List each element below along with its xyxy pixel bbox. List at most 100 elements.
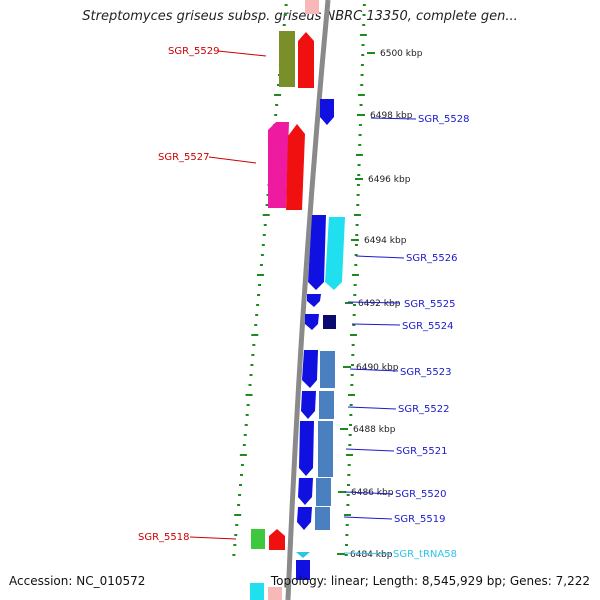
gene-label-sgr-5519[interactable]: SGR_5519 — [394, 514, 446, 525]
tick-mark — [347, 464, 351, 466]
gene-sgr-5524[interactable] — [305, 314, 336, 330]
gene-sgr-5520[interactable] — [298, 478, 331, 506]
gene-label-sgr-5524[interactable]: SGR_5524 — [402, 321, 454, 332]
tick-mark — [358, 144, 362, 146]
gene-label-sgr-5528[interactable]: SGR_5528 — [418, 114, 470, 125]
gene-fragment — [305, 0, 319, 14]
tick-mark — [346, 504, 350, 506]
tick-mark — [353, 294, 357, 296]
tick-mark — [360, 84, 364, 86]
scale-label: 6488 kbp — [353, 425, 396, 435]
tick-mark — [242, 444, 246, 446]
tick-mark — [351, 354, 355, 356]
tick-mark — [344, 554, 348, 556]
tick-mark — [361, 44, 365, 46]
gene-label-sgr-5527[interactable]: SGR_5527 — [158, 152, 210, 163]
tick-mark — [239, 484, 243, 486]
tick-mark — [355, 224, 359, 226]
scale-tick — [357, 114, 365, 116]
gene-leader-line — [217, 50, 267, 57]
tick-mark — [262, 234, 266, 236]
scale-label: 6498 kbp — [370, 111, 413, 121]
scale-label: 6494 kbp — [364, 236, 407, 246]
gene-label-sgr-5526[interactable]: SGR_5526 — [406, 253, 458, 264]
gene-label-sgr-5518[interactable]: SGR_5518 — [138, 532, 190, 543]
tick-mark — [348, 434, 352, 436]
gene-sgr-5527[interactable] — [268, 122, 305, 210]
tick-mark — [245, 394, 253, 396]
tick-mark — [352, 304, 356, 306]
tick-mark — [282, 24, 286, 26]
tick-mark — [249, 374, 253, 376]
tick-mark — [250, 364, 254, 366]
tick-mark — [355, 154, 363, 156]
map-title: Streptomyces griseus subsp. griseus NBRC… — [82, 9, 518, 24]
scale-label: 6496 kbp — [368, 175, 411, 185]
tick-mark — [274, 94, 282, 96]
scale-label: 6492 kbp — [358, 299, 401, 309]
tick-mark — [360, 74, 364, 76]
tick-mark — [360, 64, 364, 66]
scale-label: 6500 kbp — [380, 49, 423, 59]
tick-mark — [345, 544, 349, 546]
gene-sgr-5519[interactable] — [297, 507, 330, 530]
tick-mark — [262, 214, 270, 216]
gene-leader-line — [344, 491, 394, 495]
tick-mark — [260, 254, 264, 256]
scale-tick — [338, 491, 346, 493]
tick-mark — [240, 464, 244, 466]
tick-mark — [354, 244, 358, 246]
tick-mark — [239, 474, 243, 476]
gene-label-sgr-5523[interactable]: SGR_5523 — [400, 367, 452, 378]
tick-mark — [351, 344, 355, 346]
gene-fragment — [268, 587, 282, 600]
gene-sgr-5521[interactable] — [299, 421, 333, 477]
tick-mark — [361, 54, 365, 56]
tick-mark — [234, 534, 238, 536]
tick-mark — [356, 204, 360, 206]
tick-mark — [259, 264, 263, 266]
tick-mark — [237, 504, 241, 506]
gene-sgr-5523[interactable] — [302, 350, 335, 388]
tick-mark — [234, 514, 242, 516]
tick-mark — [347, 474, 351, 476]
tick-mark — [353, 214, 361, 216]
tick-mark — [362, 24, 366, 26]
gene-label-sgr-5525[interactable]: SGR_5525 — [404, 299, 456, 310]
gene-labels: SGR_5529 SGR_5528 SGR_5527 SGR_5526 SGR_5525… — [138, 46, 470, 560]
tick-mark — [256, 274, 264, 276]
tick-mark — [277, 84, 281, 86]
scale-tick — [351, 239, 359, 241]
gene-leader-line — [347, 301, 401, 304]
gene-label-sgr-5529[interactable]: SGR_5529 — [168, 46, 220, 57]
gene-sgr-5525[interactable] — [307, 294, 321, 307]
gene-sgr-5528[interactable] — [320, 99, 334, 125]
tick-mark — [355, 234, 359, 236]
tick-mark — [356, 184, 360, 186]
tick-mark — [352, 314, 356, 316]
gene-sgr-5518[interactable] — [251, 529, 285, 550]
tick-mark — [252, 344, 256, 346]
gene-label-sgr-trna58[interactable]: SGR_tRNA58 — [393, 549, 457, 560]
tick-mark — [354, 254, 358, 256]
gene-sgr-5529[interactable] — [279, 31, 314, 88]
tick-mark — [358, 134, 362, 136]
tick-mark — [362, 14, 366, 16]
gene-sgr-5522[interactable] — [301, 391, 334, 419]
gene-sgr-5526[interactable] — [308, 215, 345, 290]
genome-backbone — [285, 0, 331, 600]
genome-summary: Topology: linear; Length: 8,545,929 bp; … — [270, 574, 590, 588]
tick-mark — [251, 334, 259, 336]
tick-mark — [349, 424, 353, 426]
gene-sgr-trna58[interactable] — [296, 552, 310, 558]
gene-label-sgr-5520[interactable]: SGR_5520 — [395, 489, 447, 500]
tick-mark — [255, 314, 259, 316]
tick-mark — [345, 534, 349, 536]
tick-mark — [283, 14, 287, 16]
gene-label-sgr-5522[interactable]: SGR_5522 — [398, 404, 450, 415]
gene-label-sgr-5521[interactable]: SGR_5521 — [396, 446, 448, 457]
tick-mark — [357, 94, 365, 96]
tick-mark — [346, 494, 350, 496]
